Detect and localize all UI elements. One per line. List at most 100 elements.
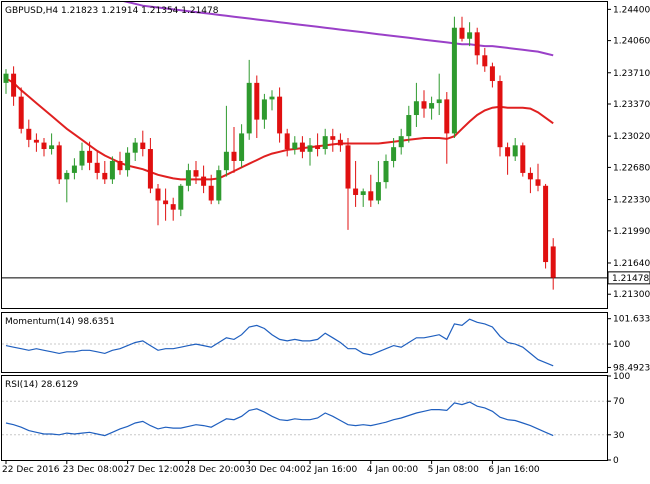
candle — [33, 133, 39, 152]
time-tick-label: 23 Dec 08:00 — [63, 465, 124, 475]
candle-body — [322, 136, 328, 150]
price-tick-label: 1.22330 — [613, 196, 650, 206]
candle — [94, 151, 100, 180]
candle — [239, 124, 245, 168]
candle-body — [178, 185, 184, 210]
candle — [201, 165, 207, 194]
candle-body — [307, 145, 313, 152]
candle-body — [375, 182, 381, 201]
candle-body — [216, 170, 222, 201]
candle — [489, 62, 495, 88]
time-tick-label: 30 Dec 04:00 — [245, 465, 306, 475]
candle — [147, 138, 153, 194]
candle — [193, 160, 199, 184]
candle-body — [520, 145, 526, 173]
candle-body — [429, 103, 435, 109]
candle-body — [33, 139, 39, 143]
candle — [543, 183, 549, 269]
candle-body — [185, 170, 191, 186]
candle-body — [383, 160, 389, 183]
candle-body — [391, 147, 397, 161]
candle-body — [292, 142, 298, 150]
time-tick-label: 28 Dec 20:00 — [184, 465, 245, 475]
candle — [3, 69, 9, 94]
momentum-title: Momentum(14) 98.6351 — [5, 317, 115, 327]
candle — [307, 138, 313, 166]
candle-body — [527, 172, 533, 180]
candle — [254, 75, 260, 138]
candle — [178, 183, 184, 217]
candle-body — [467, 32, 473, 39]
candle — [223, 105, 229, 177]
candle-body — [315, 145, 321, 150]
candle-body — [543, 185, 549, 263]
momentum-panel-frame — [1, 312, 608, 373]
rsi-tick-label: 0 — [613, 456, 619, 466]
candle-body — [64, 172, 70, 180]
candle-body — [421, 101, 427, 109]
candle — [345, 138, 351, 230]
candle-body — [201, 176, 207, 186]
candle-body — [11, 73, 17, 97]
candle — [315, 133, 321, 157]
candle — [398, 128, 404, 155]
time-tick-label: 27 Dec 12:00 — [124, 465, 185, 475]
candle-body — [239, 133, 245, 161]
candle — [413, 82, 419, 127]
candle — [474, 27, 480, 65]
candle — [429, 96, 435, 120]
candle-body — [94, 162, 100, 173]
candle-body — [41, 142, 47, 150]
rsi-panel-frame — [1, 375, 608, 461]
candle-body — [102, 172, 108, 180]
candle-body — [26, 128, 32, 140]
candle — [125, 147, 131, 177]
candle-body — [368, 191, 374, 201]
candle-body — [459, 27, 465, 39]
candle — [299, 136, 305, 159]
price-tick-label: 1.21990 — [613, 227, 650, 237]
candle — [330, 128, 336, 152]
candle — [520, 142, 526, 177]
momentum-tick-label: 101.6332 — [613, 315, 650, 325]
candle-body — [497, 81, 503, 148]
candle-body — [353, 188, 359, 195]
candle — [18, 87, 24, 134]
candle-body — [482, 55, 488, 67]
candle — [56, 141, 62, 184]
candle — [375, 160, 381, 205]
candle — [360, 188, 366, 207]
candle-body — [246, 82, 252, 134]
candle-body — [49, 145, 55, 150]
time-tick-label: 22 Dec 2016 — [2, 465, 60, 475]
candle — [337, 133, 343, 152]
candle — [467, 22, 473, 47]
momentum-tick-label: 98.4923 — [613, 363, 650, 373]
candle-body — [535, 179, 541, 186]
candle — [117, 151, 123, 175]
price-tag-icon — [607, 271, 650, 285]
price-tick-label: 1.23710 — [613, 69, 650, 79]
candle-body — [71, 165, 77, 173]
candle — [208, 174, 214, 205]
candle-body — [284, 133, 290, 150]
candle — [246, 59, 252, 140]
candle-body — [398, 136, 404, 148]
price-tick-label: 1.21640 — [613, 259, 650, 269]
price-tick-label: 1.24060 — [613, 37, 650, 47]
candle — [436, 73, 442, 116]
candle-body — [132, 142, 138, 153]
rsi-tick-label: 100 — [613, 372, 630, 382]
candle — [459, 16, 465, 42]
candle-body — [413, 101, 419, 116]
candle-body — [505, 147, 511, 157]
momentum-tick-label: 100 — [613, 340, 630, 350]
candle-body — [117, 160, 123, 171]
main-chart-title: GBPUSD,H4 1.21823 1.21914 1.21354 1.2147… — [5, 6, 219, 16]
candle — [109, 156, 115, 184]
candle — [269, 90, 275, 111]
price-tick-label: 1.23020 — [613, 132, 650, 142]
candle-body — [550, 246, 556, 278]
